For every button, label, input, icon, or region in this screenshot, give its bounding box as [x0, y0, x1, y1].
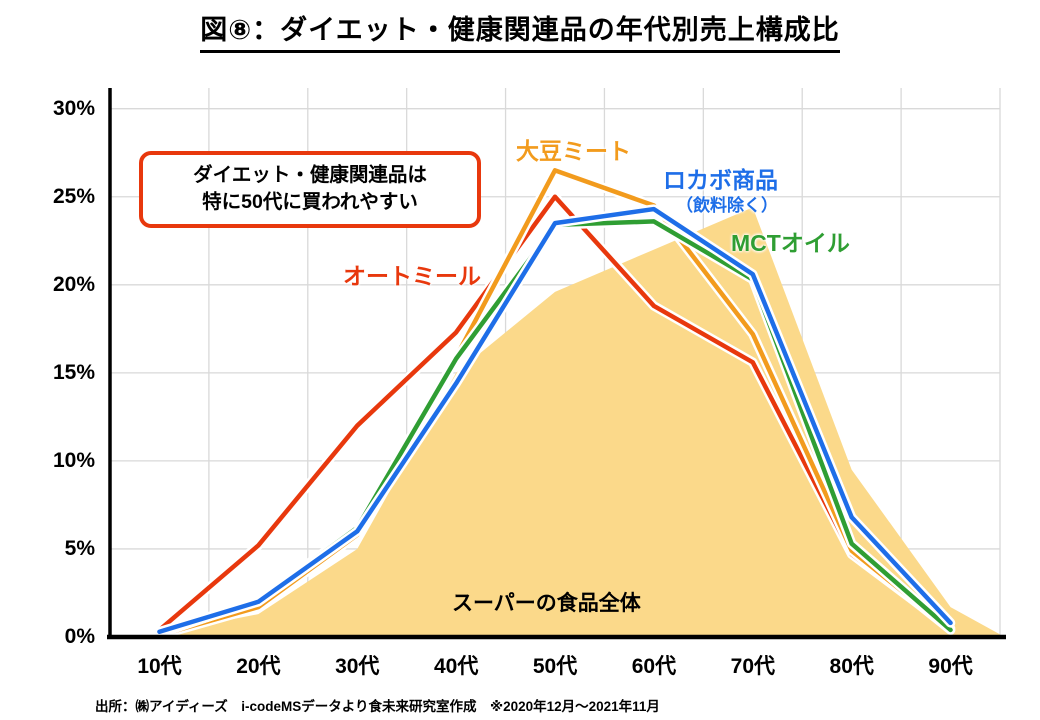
line-series-0 [157, 194, 953, 633]
y-tick-label: 25% [52, 184, 95, 208]
series-label-locabo: ロカボ商品 [663, 167, 778, 193]
y-tick-label: 5% [64, 536, 95, 560]
annotation-line-1: ダイエット・健康関連品は [193, 164, 427, 186]
y-tick-label: 0% [64, 625, 95, 648]
x-tick-label: 90代 [928, 655, 973, 678]
x-tick-label: 40代 [433, 655, 479, 678]
y-tick-label: 15% [52, 360, 95, 384]
y-tick-label: 20% [52, 272, 95, 296]
x-tick-label: 20代 [236, 655, 281, 678]
y-tick-label: 30% [52, 96, 95, 120]
series-label-mct-oil: MCTオイル [731, 230, 850, 256]
series-sublabel-locabo: （飲料除く） [676, 196, 778, 215]
source-note: 出所：㈱アイディーズ i-codeMSデータより食未来研究室作成 ※2020年1… [95, 699, 660, 714]
x-tick-label: 70代 [730, 655, 775, 678]
x-tick-label: 30代 [335, 655, 380, 678]
area-series-label: スーパーの食品全体 [452, 592, 641, 615]
chart-title: 図⑧：ダイエット・健康関連品の年代別売上構成比 [200, 8, 840, 53]
series-label-soymeat: 大豆ミート [516, 138, 631, 164]
line-series-3 [157, 206, 953, 634]
x-tick-label: 60代 [631, 655, 677, 678]
x-tick-label: 10代 [137, 655, 182, 678]
annotation-callout: ダイエット・健康関連品は 特に50代に買われやすい [139, 151, 481, 228]
x-tick-label: 80代 [829, 655, 874, 678]
y-tick-label: 10% [52, 448, 95, 472]
x-tick-label: 50代 [532, 655, 578, 678]
series-label-oatmeal: オートミール [343, 263, 481, 289]
area-series-supermarket-total [159, 207, 1000, 638]
page-title: 図⑧：ダイエット・健康関連品の年代別売上構成比 [0, 8, 1040, 53]
annotation-line-2: 特に50代に買われやすい [202, 191, 418, 214]
